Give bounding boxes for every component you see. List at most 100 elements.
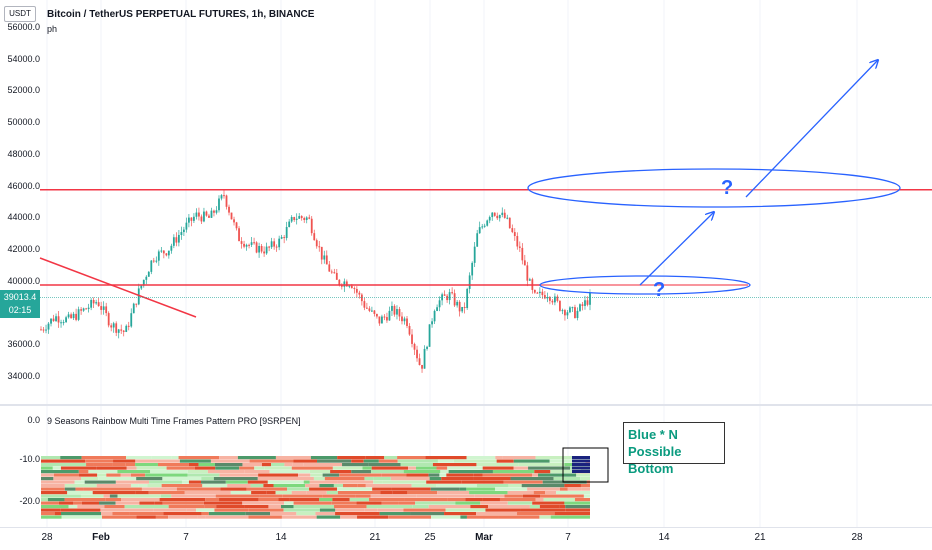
rainbow-segment bbox=[470, 505, 489, 509]
candle-body bbox=[443, 294, 446, 296]
rainbow-segment bbox=[41, 498, 48, 502]
rainbow-segment bbox=[41, 487, 65, 491]
note-line-2: Possible Bottom bbox=[628, 444, 682, 476]
rainbow-segment bbox=[41, 459, 86, 463]
candle-body bbox=[506, 217, 509, 219]
rainbow-segment bbox=[168, 505, 205, 509]
candle-body bbox=[466, 288, 469, 308]
rainbow-segment bbox=[476, 512, 518, 516]
rainbow-segment bbox=[215, 494, 260, 498]
rainbow-segment bbox=[400, 463, 433, 467]
rainbow-segment bbox=[168, 515, 198, 519]
candle-body bbox=[243, 243, 245, 247]
target-ellipse-lower[interactable] bbox=[539, 275, 751, 295]
rainbow-segment bbox=[138, 484, 148, 488]
rainbow-segment bbox=[41, 480, 75, 484]
candle-body bbox=[571, 307, 574, 309]
rainbow-segment bbox=[287, 477, 314, 481]
rainbow-segment bbox=[101, 512, 113, 516]
rainbow-segment bbox=[176, 487, 221, 491]
rainbow-segment bbox=[244, 470, 270, 474]
candle-body bbox=[556, 296, 559, 301]
candle-body bbox=[528, 279, 531, 281]
rainbow-segment bbox=[532, 501, 565, 505]
candle-body bbox=[273, 241, 276, 247]
candle-body bbox=[283, 237, 286, 239]
candle-body bbox=[200, 216, 203, 222]
rainbow-segment bbox=[283, 508, 320, 512]
rainbow-segment bbox=[103, 494, 110, 498]
rainbow-segment bbox=[254, 466, 265, 470]
candle-body bbox=[438, 300, 441, 308]
highlight-box[interactable] bbox=[562, 447, 609, 483]
arrow-to-upper-target[interactable] bbox=[639, 212, 714, 286]
rainbow-segment bbox=[220, 487, 247, 491]
rainbow-segment bbox=[426, 480, 462, 484]
candle-body bbox=[260, 245, 263, 252]
rainbow-segment bbox=[120, 473, 131, 477]
rainbow-segment bbox=[188, 480, 202, 484]
rainbow-segment bbox=[476, 463, 519, 467]
rainbow-segment bbox=[316, 515, 341, 519]
candle-body bbox=[589, 292, 591, 305]
candle-body bbox=[318, 246, 321, 248]
arrow-to-final-target[interactable] bbox=[745, 60, 878, 198]
rainbow-segment bbox=[259, 494, 283, 498]
candle-body bbox=[308, 217, 311, 219]
candle-body bbox=[486, 220, 489, 226]
rainbow-segment bbox=[416, 494, 438, 498]
target-ellipse-upper[interactable] bbox=[527, 168, 901, 208]
rainbow-segment bbox=[269, 470, 310, 474]
candle-body bbox=[353, 288, 356, 290]
rainbow-segment bbox=[41, 463, 87, 467]
rainbow-segment bbox=[428, 473, 440, 477]
time-tick-label: 21 bbox=[754, 532, 766, 543]
rainbow-segment bbox=[334, 505, 367, 509]
time-axis-line bbox=[0, 527, 932, 528]
rainbow-segment bbox=[317, 459, 352, 463]
rainbow-segment bbox=[293, 501, 332, 505]
candle-body bbox=[157, 251, 160, 261]
annotation-note[interactable]: Blue * N Possible Bottom bbox=[623, 422, 725, 476]
time-tick-label: 21 bbox=[369, 532, 381, 543]
price-tick-label: 44000.0 bbox=[7, 212, 40, 223]
rainbow-segment bbox=[275, 491, 292, 495]
rainbow-segment bbox=[539, 515, 551, 519]
rainbow-segment bbox=[357, 515, 389, 519]
rainbow-segment bbox=[368, 498, 405, 502]
rainbow-segment bbox=[364, 508, 378, 512]
candle-body bbox=[100, 306, 103, 310]
rainbow-segment bbox=[340, 515, 358, 519]
rainbow-segment bbox=[319, 508, 336, 512]
time-tick-label: 28 bbox=[851, 532, 863, 543]
rainbow-segment bbox=[437, 491, 470, 495]
rainbow-segment bbox=[149, 480, 182, 484]
rainbow-segment bbox=[447, 498, 466, 502]
rainbow-segment bbox=[208, 512, 246, 516]
rainbow-segment bbox=[130, 484, 139, 488]
candle-body bbox=[538, 291, 541, 294]
rainbow-segment bbox=[201, 480, 226, 484]
rainbow-segment bbox=[335, 512, 380, 516]
pane-separator[interactable] bbox=[0, 404, 932, 406]
currency-label[interactable]: USDT bbox=[4, 6, 36, 22]
candle-body bbox=[393, 305, 396, 315]
rainbow-segment bbox=[460, 515, 467, 519]
candle-body bbox=[576, 310, 579, 319]
rainbow-segment bbox=[455, 501, 481, 505]
candle-body bbox=[333, 272, 336, 274]
rainbow-segment bbox=[398, 501, 416, 505]
descending-trendline[interactable] bbox=[39, 257, 197, 318]
rainbow-segment bbox=[86, 463, 94, 467]
rainbow-segment bbox=[126, 456, 152, 460]
candle-body bbox=[140, 285, 143, 289]
candle-body bbox=[408, 326, 411, 335]
candle-body bbox=[300, 216, 303, 219]
rainbow-segment bbox=[407, 491, 438, 495]
candle-body bbox=[526, 265, 529, 281]
rainbow-segment bbox=[521, 484, 565, 488]
rainbow-segment bbox=[539, 505, 560, 509]
rainbow-segment bbox=[397, 456, 426, 460]
rainbow-segment bbox=[381, 501, 399, 505]
